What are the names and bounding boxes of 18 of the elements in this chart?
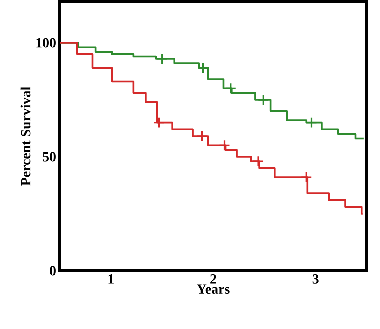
x-tick-label: 3	[312, 274, 319, 284]
point	[258, 94, 270, 106]
point	[300, 172, 312, 184]
point	[306, 117, 318, 129]
y-tick-label: 50	[43, 152, 56, 162]
point	[218, 140, 231, 152]
point	[197, 62, 210, 74]
x-tick-label: 2	[210, 274, 216, 284]
x-tick-label: 1	[108, 274, 114, 284]
point	[156, 53, 168, 65]
x-axis-title: Years	[197, 284, 230, 294]
point	[153, 117, 166, 129]
y-tick-label: 0	[50, 266, 56, 276]
point	[225, 82, 237, 94]
y-tick-label: 100	[36, 38, 56, 48]
y-axis-title: Percent Survival	[20, 87, 31, 186]
point	[252, 156, 264, 168]
point	[196, 130, 208, 142]
